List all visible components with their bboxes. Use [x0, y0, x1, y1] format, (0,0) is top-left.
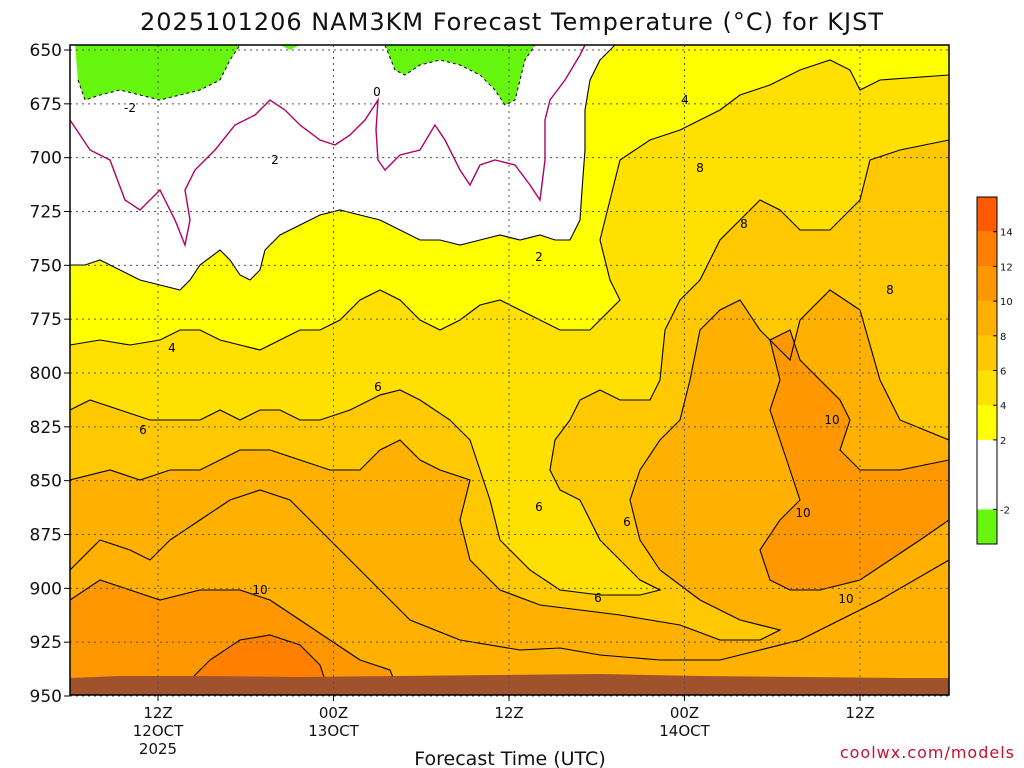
- band-minus4-minus2-left: [75, 45, 240, 100]
- colorbar-swatch: [977, 405, 997, 440]
- grid-lines: [70, 45, 949, 697]
- contour-4: [70, 59, 949, 351]
- x-tick-label: 12OCT: [133, 722, 184, 740]
- contour-6: [70, 139, 949, 596]
- y-tick-label: 700: [30, 149, 62, 169]
- contour-label: 6: [139, 423, 147, 437]
- contour-label: 8: [696, 161, 704, 175]
- y-tick-label: 875: [30, 526, 62, 546]
- contour-label: 4: [168, 341, 176, 355]
- colorbar-label: 4: [1000, 401, 1006, 412]
- contour-label: 8: [886, 283, 894, 297]
- colorbar-swatch: [977, 266, 997, 302]
- credit-text[interactable]: coolwx.com/models: [840, 743, 1015, 762]
- contour-2: [70, 45, 616, 291]
- x-tick-label: 12Z: [845, 704, 874, 722]
- y-tick-label: 750: [30, 256, 62, 276]
- colorbar: 14 12 10 8 6 4 2 -2: [976, 196, 1013, 545]
- contour-14: [189, 634, 331, 695]
- contour-8: [70, 289, 949, 641]
- colorbar-swatch: [977, 439, 997, 510]
- terrain-fill: [70, 674, 949, 695]
- contour-label: 6: [623, 515, 631, 529]
- band-minus4-minus2-mid: [385, 45, 535, 105]
- y-tick-label: 800: [30, 364, 62, 384]
- contour-label: 6: [594, 591, 602, 605]
- y-tick-label: 825: [30, 418, 62, 438]
- contour-label: -2: [124, 101, 136, 115]
- x-tick-label: 2025: [139, 740, 177, 758]
- contour-label: 10: [838, 592, 853, 606]
- contour-label: 0: [373, 85, 381, 99]
- x-tick-label: 12Z: [143, 704, 172, 722]
- contour-label: 8: [740, 217, 748, 231]
- contour-10-left: [70, 489, 949, 661]
- colorbar-swatch: [977, 231, 997, 267]
- contour-label: 2: [535, 250, 543, 264]
- colorbar-label: 2: [1000, 436, 1006, 447]
- y-tick-label: 900: [30, 579, 62, 599]
- y-axis: 650 675 700 725 750 775 800 825 850 875 900 925 950: [30, 41, 70, 707]
- contour-labels: -2 0 2 2 4 4 6 6 6 6 6 8 8 8 10 10 10 10: [124, 85, 894, 606]
- colorbar-swatch: [977, 197, 997, 232]
- x-tick-label: 00Z: [670, 704, 699, 722]
- y-tick-label: 850: [30, 472, 62, 492]
- band-minus2-2: [70, 45, 615, 290]
- contour-label: 10: [795, 506, 810, 520]
- y-tick-label: 950: [30, 687, 62, 707]
- y-tick-label: 775: [30, 310, 62, 330]
- contour-label: 2: [271, 153, 279, 167]
- band-minus4-minus2-small: [280, 45, 300, 50]
- y-tick-label: 675: [30, 95, 62, 115]
- contour-label: 6: [535, 500, 543, 514]
- contour-minus2-left: [77, 45, 241, 101]
- y-tick-label: 725: [30, 203, 62, 223]
- y-tick-label: 650: [30, 41, 62, 61]
- x-tick-label: 14OCT: [659, 722, 710, 740]
- x-tick-label: 00Z: [319, 704, 348, 722]
- colorbar-label: 14: [1000, 228, 1013, 239]
- contour-0: [70, 45, 586, 248]
- colorbar-swatch: [977, 370, 997, 406]
- colorbar-label: 10: [1000, 297, 1013, 308]
- colorbar-swatch: [977, 335, 997, 371]
- y-tick-label: 925: [30, 633, 62, 653]
- colorbar-label: 6: [1000, 367, 1006, 378]
- colorbar-swatch: [977, 301, 997, 336]
- colorbar-label: -2: [1000, 505, 1010, 516]
- colorbar-label: 8: [1000, 332, 1006, 343]
- contour-10-right: [759, 329, 949, 591]
- x-tick-label: 12Z: [494, 704, 523, 722]
- x-tick-label: 13OCT: [308, 722, 359, 740]
- chart-title: 2025101206 NAM3KM Forecast Temperature (…: [140, 8, 884, 36]
- contour-label: 4: [681, 93, 689, 107]
- contour-label: 6: [374, 380, 382, 394]
- contour-label: 10: [252, 583, 267, 597]
- contour-minus2-mid: [384, 45, 536, 106]
- band-10-12-right: [760, 330, 949, 590]
- x-axis-label: Forecast Time (UTC): [414, 748, 605, 768]
- colorbar-swatch: [977, 509, 997, 544]
- colorbar-label: 12: [1000, 262, 1013, 273]
- contour-label: 10: [824, 413, 839, 427]
